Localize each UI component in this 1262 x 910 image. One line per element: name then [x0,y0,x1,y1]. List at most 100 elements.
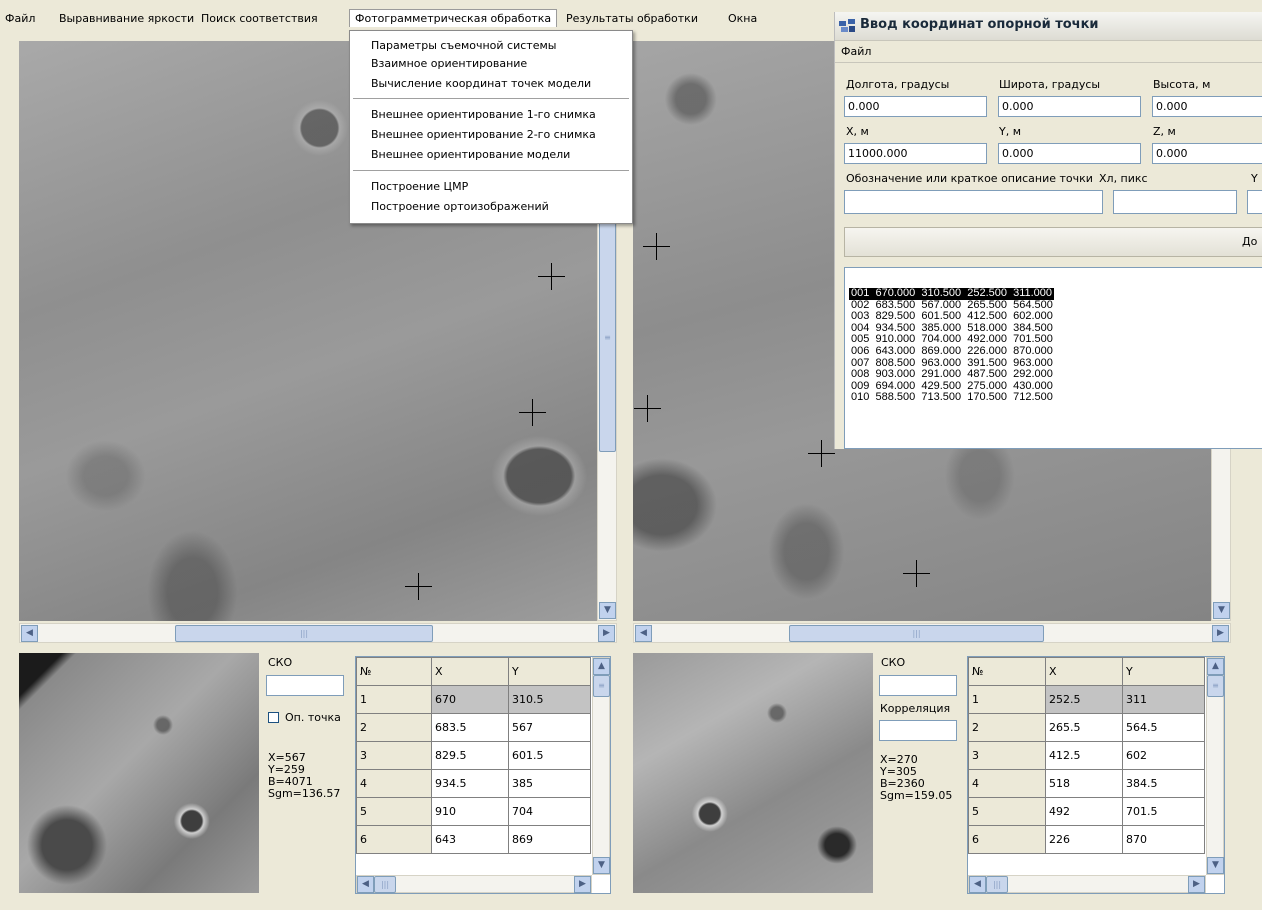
cell-x[interactable]: 412.5 [1045,741,1123,770]
menu-item-relative-orientation[interactable]: Взаимное ориентирование [371,57,528,70]
right-view-hscrollbar[interactable]: ◀ ||| ▶ [633,623,1231,643]
add-point-button[interactable]: До [844,227,1262,257]
menu-results[interactable]: Результаты обработки [566,12,698,25]
list-item[interactable]: 002 683.500 567.000 265.500 564.500 [851,298,1053,311]
cell-x[interactable]: 492 [1045,797,1123,826]
cell-y[interactable]: 701.5 [1122,797,1205,826]
dialog-menu-file[interactable]: Файл [841,45,872,58]
cell-x[interactable]: 910 [431,797,509,826]
x-field[interactable]: 11000.000 [844,143,987,164]
menu-item-exterior-orientation-1[interactable]: Внешнее ориентирование 1-го снимка [371,108,596,121]
scroll-down-icon[interactable]: ▼ [593,857,610,874]
menu-windows[interactable]: Окна [728,12,758,25]
left-grid-hscroll-thumb[interactable]: ||| [374,876,396,893]
cell-y[interactable]: 567 [508,713,591,742]
table-row[interactable]: 1 252.5 311 [968,685,1205,714]
left-points-grid[interactable]: № X Y 1 670 310.5 2 683.5 567 3 829.5 60… [355,656,611,894]
menu-item-build-orthoimages[interactable]: Построение ортоизображений [371,200,549,213]
scroll-right-icon[interactable]: ▶ [1212,625,1229,642]
scroll-left-icon[interactable]: ◀ [21,625,38,642]
cell-y[interactable]: 384.5 [1122,769,1205,798]
menu-item-model-exterior-orientation[interactable]: Внешнее ориентирование модели [371,148,571,161]
description-field[interactable] [844,190,1103,214]
menu-item-camera-params[interactable]: Параметры съемочной системы [371,39,557,52]
left-sko-field[interactable] [266,675,344,696]
left-view-hscrollbar[interactable]: ◀ ||| ▶ [19,623,617,643]
cell-y[interactable]: 310.5 [508,685,591,714]
table-row[interactable]: 4 934.5 385 [356,769,591,798]
right-points-grid[interactable]: № X Y 1 252.5 311 2 265.5 564.5 3 412.5 … [967,656,1225,894]
cell-x[interactable]: 934.5 [431,769,509,798]
scroll-right-icon[interactable]: ▶ [1188,876,1205,893]
list-item[interactable]: 006 643.000 869.000 226.000 870.000 [851,345,1053,357]
scroll-right-icon[interactable]: ▶ [574,876,591,893]
cell-y[interactable]: 311 [1122,685,1205,714]
left-vscroll-thumb[interactable]: ≡ [599,222,616,452]
menu-matching[interactable]: Поиск соответствия [201,12,318,25]
scroll-left-icon[interactable]: ◀ [969,876,986,893]
cell-x[interactable]: 226 [1045,825,1123,854]
right-overview-thumbnail[interactable] [633,653,873,893]
list-item[interactable]: 004 934.500 385.000 518.000 384.500 [851,321,1053,334]
cell-y[interactable]: 704 [508,797,591,826]
cell-x[interactable]: 643 [431,825,509,854]
list-item[interactable]: 009 694.000 429.500 275.000 430.000 [851,379,1053,392]
list-item[interactable]: 003 829.500 601.500 412.500 602.000 [851,310,1053,323]
table-row[interactable]: 3 829.5 601.5 [356,741,591,770]
cell-x[interactable]: 252.5 [1045,685,1123,714]
control-points-list[interactable]: 001 670.000 310.500 252.500 311.000 002 … [844,267,1262,449]
cell-y[interactable]: 869 [508,825,591,854]
scroll-left-icon[interactable]: ◀ [357,876,374,893]
scroll-down-icon[interactable]: ▼ [1213,602,1230,619]
longitude-field[interactable]: 0.000 [844,96,987,117]
menu-item-exterior-orientation-2[interactable]: Внешнее ориентирование 2-го снимка [371,128,596,141]
table-row[interactable]: 5 910 704 [356,797,591,826]
scroll-up-icon[interactable]: ▲ [1207,658,1224,675]
list-item[interactable]: 001 670.000 310.500 252.500 311.000 [849,287,1055,300]
cell-y[interactable]: 601.5 [508,741,591,770]
list-item[interactable]: 010 588.500 713.500 170.500 712.500 [851,391,1053,404]
right-hscroll-thumb[interactable]: ||| [789,625,1044,642]
scroll-down-icon[interactable]: ▼ [599,602,616,619]
cell-x[interactable]: 265.5 [1045,713,1123,742]
menu-photogrammetry[interactable]: Фотограмметрическая обработка [349,9,558,27]
scroll-up-icon[interactable]: ▲ [593,658,610,675]
table-row[interactable]: 3 412.5 602 [968,741,1205,770]
right-sko-field[interactable] [879,675,957,696]
left-grid-hscrollbar[interactable]: ◀ ||| ▶ [356,875,592,893]
latitude-field[interactable]: 0.000 [998,96,1141,117]
cell-x[interactable]: 670 [431,685,509,714]
table-row[interactable]: 6 643 869 [356,825,591,854]
cell-y[interactable]: 870 [1122,825,1205,854]
xl-pixel-field[interactable] [1113,190,1237,214]
menu-item-model-point-coords[interactable]: Вычисление координат точек модели [371,77,592,90]
cell-x[interactable]: 518 [1045,769,1123,798]
list-item[interactable]: 007 808.500 963.000 391.500 963.000 [851,356,1053,369]
menu-brightness[interactable]: Выравнивание яркости [59,12,195,25]
right-grid-hscrollbar[interactable]: ◀ ||| ▶ [968,875,1206,893]
table-row[interactable]: 1 670 310.5 [356,685,591,714]
left-overview-thumbnail[interactable] [19,653,259,893]
table-row[interactable]: 4 518 384.5 [968,769,1205,798]
y-field[interactable]: 0.000 [998,143,1141,164]
right-grid-hscroll-thumb[interactable]: ||| [986,876,1008,893]
correlation-field[interactable] [879,720,957,741]
table-row[interactable]: 2 265.5 564.5 [968,713,1205,742]
left-hscroll-thumb[interactable]: ||| [175,625,433,642]
yl-pixel-field[interactable] [1247,190,1262,214]
scroll-down-icon[interactable]: ▼ [1207,857,1224,874]
scroll-left-icon[interactable]: ◀ [635,625,652,642]
menu-item-build-dem[interactable]: Построение ЦМР [371,180,469,193]
cell-y[interactable]: 602 [1122,741,1205,770]
dialog-titlebar[interactable]: Ввод координат опорной точки [835,12,1262,41]
right-grid-vscrollbar[interactable]: ▲ ≡ ▼ [1206,657,1224,875]
right-grid-vscroll-thumb[interactable]: ≡ [1207,675,1224,697]
control-point-checkbox[interactable] [268,712,279,723]
left-grid-vscrollbar[interactable]: ▲ ≡ ▼ [592,657,610,875]
list-item[interactable]: 008 903.000 291.000 487.500 292.000 [851,368,1053,381]
table-row[interactable]: 6 226 870 [968,825,1205,854]
scroll-right-icon[interactable]: ▶ [598,625,615,642]
z-field[interactable]: 0.000 [1152,143,1262,164]
menu-file[interactable]: Файл [5,12,36,25]
height-field[interactable]: 0.000 [1152,96,1262,117]
